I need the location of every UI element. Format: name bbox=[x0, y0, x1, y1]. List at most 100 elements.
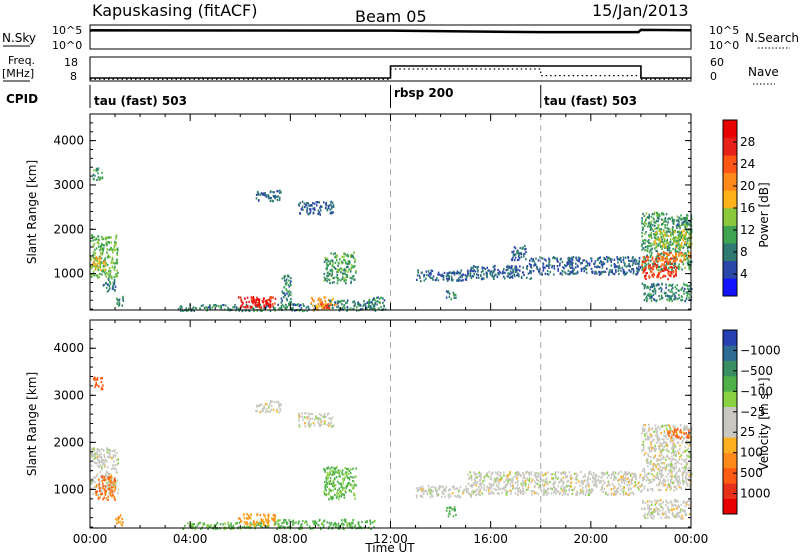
heatmap-cell bbox=[109, 255, 111, 258]
heatmap-cell bbox=[568, 471, 571, 474]
heatmap-cell bbox=[513, 275, 516, 278]
heatmap-cell bbox=[256, 303, 258, 307]
heatmap-cell bbox=[95, 484, 98, 487]
heatmap-cell bbox=[519, 269, 521, 272]
heatmap-cell bbox=[599, 481, 601, 485]
heatmap-cell bbox=[94, 174, 96, 177]
heatmap-cell bbox=[489, 270, 492, 273]
heatmap-cell bbox=[656, 264, 658, 267]
heatmap-cell bbox=[265, 195, 268, 198]
heatmap-cell bbox=[676, 284, 678, 287]
heatmap-cell bbox=[670, 464, 673, 467]
heatmap-cell bbox=[453, 273, 456, 276]
heatmap-cell bbox=[655, 428, 657, 431]
heatmap-cell bbox=[326, 467, 329, 470]
heatmap-cell bbox=[117, 458, 119, 461]
heatmap-cell bbox=[274, 194, 277, 198]
heatmap-cell bbox=[350, 264, 353, 267]
heatmap-cell bbox=[658, 447, 660, 451]
heatmap-cell bbox=[274, 307, 276, 310]
heatmap-cell bbox=[499, 477, 502, 480]
heatmap-cell bbox=[667, 272, 669, 275]
heatmap-cell bbox=[95, 381, 97, 384]
heatmap-cell bbox=[634, 481, 637, 484]
heatmap-cell bbox=[525, 266, 528, 269]
heatmap-cell bbox=[107, 241, 110, 244]
heatmap-cell bbox=[644, 268, 647, 271]
heatmap-cell bbox=[669, 296, 672, 299]
heatmap-cell bbox=[643, 454, 646, 457]
heatmap-cell bbox=[253, 299, 255, 303]
heatmap-cell bbox=[644, 473, 647, 477]
heatmap-cell bbox=[576, 264, 579, 267]
heatmap-cell bbox=[457, 494, 459, 497]
heatmap-cell bbox=[662, 235, 664, 239]
heatmap-cell bbox=[530, 473, 533, 476]
heatmap-cell bbox=[187, 522, 189, 525]
heatmap-cell bbox=[290, 280, 292, 283]
heatmap-cell bbox=[280, 297, 283, 300]
heatmap-cell bbox=[103, 476, 106, 479]
heatmap-cell bbox=[666, 249, 669, 252]
heatmap-cell bbox=[525, 247, 527, 250]
heatmap-cell bbox=[632, 256, 634, 259]
heatmap-cell bbox=[292, 523, 294, 526]
heatmap-cell bbox=[108, 478, 110, 481]
heatmap-cell bbox=[670, 238, 672, 241]
heatmap-cell bbox=[430, 269, 433, 272]
heatmap-cell bbox=[588, 482, 590, 485]
heatmap-cell bbox=[435, 489, 437, 492]
heatmap-cell bbox=[115, 234, 118, 237]
heatmap-cell bbox=[333, 472, 336, 475]
heatmap-cell bbox=[665, 424, 668, 427]
heatmap-cell bbox=[459, 485, 462, 489]
heatmap-cell bbox=[338, 495, 341, 498]
heatmap-cell bbox=[453, 485, 455, 488]
heatmap-cell bbox=[527, 478, 529, 481]
heatmap-cell bbox=[603, 262, 606, 265]
heatmap-cell bbox=[624, 476, 626, 479]
heatmap-cell bbox=[454, 508, 457, 511]
heatmap-cell bbox=[314, 522, 317, 525]
heatmap-cell bbox=[474, 270, 477, 273]
heatmap-cell bbox=[516, 471, 518, 474]
heatmap-cell bbox=[436, 493, 438, 496]
heatmap-cell bbox=[320, 419, 322, 422]
heatmap-cell bbox=[462, 279, 464, 282]
heatmap-cell bbox=[685, 458, 688, 461]
heatmap-cell bbox=[681, 234, 684, 237]
heatmap-cell bbox=[267, 523, 270, 526]
heatmap-cell bbox=[420, 280, 422, 283]
heatmap-cell bbox=[561, 269, 564, 273]
heatmap-cell bbox=[445, 296, 448, 299]
heatmap-cell bbox=[669, 283, 671, 287]
heatmap-cell bbox=[377, 300, 379, 303]
heatmap-cell bbox=[351, 487, 354, 490]
heatmap-cell bbox=[575, 272, 578, 275]
heatmap-cell bbox=[100, 268, 102, 271]
heatmap-cell bbox=[95, 256, 97, 259]
heatmap-cell bbox=[516, 274, 518, 277]
heatmap-cell bbox=[674, 260, 676, 263]
heatmap-cell bbox=[594, 272, 596, 275]
heatmap-cell bbox=[322, 520, 325, 523]
heatmap-cell bbox=[344, 259, 346, 262]
heatmap-cell bbox=[434, 486, 437, 489]
heatmap-cell bbox=[455, 513, 457, 516]
heatmap-cell bbox=[332, 297, 334, 300]
heatmap-cell bbox=[259, 403, 262, 406]
heatmap-cell bbox=[565, 489, 567, 492]
heatmap-cell bbox=[641, 432, 643, 435]
heatmap-cell bbox=[640, 265, 642, 269]
heatmap-cell bbox=[590, 260, 593, 263]
heatmap-cell bbox=[113, 495, 115, 498]
heatmap-cell bbox=[499, 472, 502, 475]
heatmap-cell bbox=[644, 428, 646, 431]
heatmap-cell bbox=[608, 484, 611, 487]
heatmap-cell bbox=[661, 269, 664, 273]
heatmap-cell bbox=[93, 178, 95, 181]
heatmap-cell bbox=[473, 481, 475, 484]
heatmap-cell bbox=[427, 484, 430, 487]
heatmap-cell bbox=[683, 292, 685, 295]
